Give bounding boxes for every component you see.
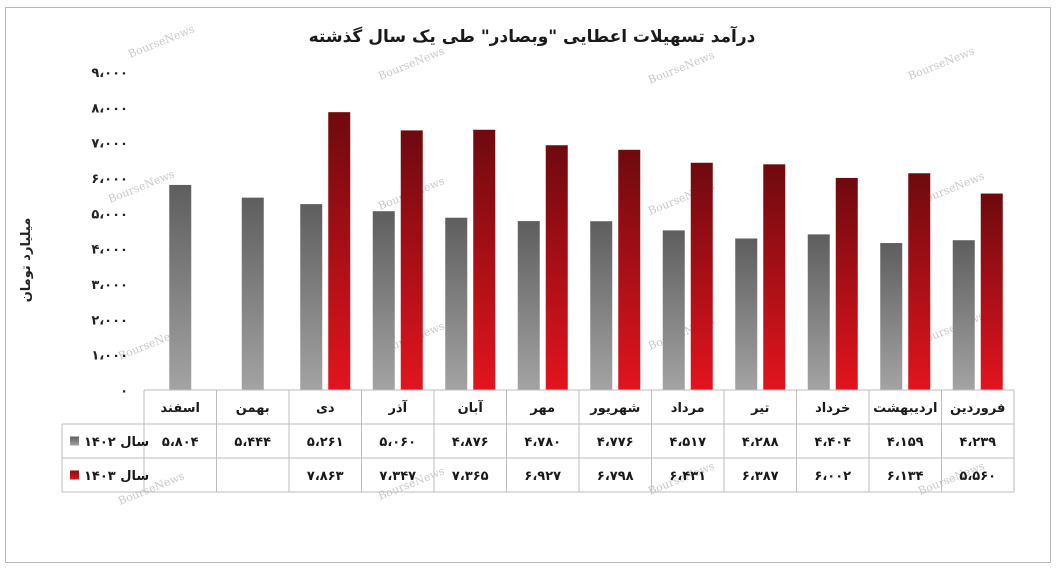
bar-1403 (763, 164, 786, 390)
data-label: ۶،۰۰۲ (814, 469, 851, 484)
bar-1403 (980, 193, 1003, 390)
data-label: ۵،۲۶۱ (307, 435, 344, 450)
y-tick-label: ۸،۰۰۰ (91, 101, 128, 116)
bar-1402 (445, 217, 468, 390)
data-table: فروردین اردیبهشت خرداد تیر مرداد شهریور مهر آبا… (61, 389, 1015, 493)
data-label: ۷،۳۴۷ (379, 469, 416, 484)
x-tick-label: اسفند (161, 401, 200, 416)
bar-1402 (807, 234, 830, 390)
bar-1402 (735, 238, 758, 390)
x-tick-label: مهر (529, 401, 555, 416)
data-label: ۴،۲۸۸ (742, 435, 779, 450)
x-tick-label: اردیبهشت (873, 401, 937, 416)
bar-1402 (241, 197, 264, 390)
bars-layer (169, 112, 1003, 390)
watermark-text: BourseNews (646, 48, 716, 87)
bar-1402 (952, 240, 975, 390)
legend-swatch (70, 470, 79, 480)
x-tick-label: آبان (458, 399, 484, 416)
bar-1402 (880, 243, 903, 390)
bar-1402 (517, 221, 540, 390)
bar-1402 (372, 211, 395, 390)
legend-label: سال ۱۴۰۲ (84, 435, 149, 450)
y-tick-label: ۹،۰۰۰ (91, 66, 128, 81)
data-label: ۴،۵۱۷ (669, 435, 706, 450)
bar-1403 (328, 112, 351, 390)
bar-1402 (590, 221, 613, 390)
y-tick-label: ۴،۰۰۰ (91, 243, 128, 258)
data-label: ۵،۵۶۰ (959, 469, 996, 484)
data-label: ۶،۷۹۸ (597, 469, 634, 484)
bar-1402 (300, 204, 323, 390)
y-tick-label: ۵،۰۰۰ (91, 207, 128, 222)
data-label: ۴،۸۷۶ (452, 435, 489, 450)
data-label: ۴،۱۵۹ (887, 435, 924, 450)
x-tick-label: تیر (750, 401, 769, 416)
data-label: ۴،۲۳۹ (959, 435, 996, 450)
bar-1403 (618, 149, 641, 390)
legend-label: سال ۱۴۰۳ (84, 469, 149, 484)
x-tick-label: بهمن (236, 401, 270, 416)
data-label: ۴،۴۰۴ (814, 435, 851, 450)
data-label: ۵،۸۰۴ (162, 435, 199, 450)
data-label: ۴،۷۸۰ (524, 435, 561, 450)
watermark-text: BourseNews (126, 22, 196, 61)
legend-swatch (70, 436, 79, 446)
bar-1403 (400, 130, 423, 390)
y-tick-label: ۲،۰۰۰ (91, 313, 128, 328)
x-tick-label: دی (316, 401, 335, 416)
bar-1403 (908, 173, 931, 390)
y-tick-label: ۳،۰۰۰ (91, 278, 128, 293)
bar-1402 (662, 230, 685, 390)
y-tick-label: ۶،۰۰۰ (91, 172, 128, 187)
y-axis-label: میلیارد تومان (19, 218, 34, 303)
data-label: ۵،۴۴۴ (234, 435, 271, 450)
bar-1403 (835, 177, 858, 390)
watermark-text: BourseNews (906, 44, 976, 83)
data-label: ۴،۷۷۶ (597, 435, 634, 450)
bar-1403 (690, 162, 713, 390)
y-axis-ticks: ۰ ۱،۰۰۰ ۲،۰۰۰ ۳،۰۰۰ ۴،۰۰۰ ۵،۰۰۰ ۶،۰۰۰ ۷،۰۰۰ ۸،۰۰… (91, 66, 128, 399)
bar-1403 (473, 129, 496, 390)
bar-1403 (545, 145, 568, 390)
data-label: ۷،۸۶۳ (307, 469, 344, 484)
data-label: ۶،۳۸۷ (742, 469, 779, 484)
x-tick-label: خرداد (815, 401, 850, 416)
data-label: ۶،۱۳۴ (887, 469, 924, 484)
y-tick-label: ۰ (120, 384, 128, 399)
chart-title: درآمد تسهیلات اعطایی "وبصادر" طی یک سال … (309, 25, 756, 47)
y-tick-label: ۷،۰۰۰ (91, 137, 128, 152)
data-label: ۶،۹۲۷ (524, 469, 561, 484)
y-tick-label: ۱،۰۰۰ (91, 349, 128, 364)
data-label: ۶،۴۳۱ (669, 469, 706, 484)
x-tick-label: شهریور (589, 401, 640, 416)
x-tick-label: مرداد (671, 401, 705, 416)
data-label: ۷،۳۶۵ (452, 469, 489, 484)
data-label: ۵،۰۶۰ (379, 435, 416, 450)
x-tick-label: فروردین (950, 401, 1005, 416)
watermark-text: BourseNews (376, 44, 446, 83)
x-tick-label: آذر (387, 399, 407, 416)
bar-1402 (169, 184, 192, 390)
